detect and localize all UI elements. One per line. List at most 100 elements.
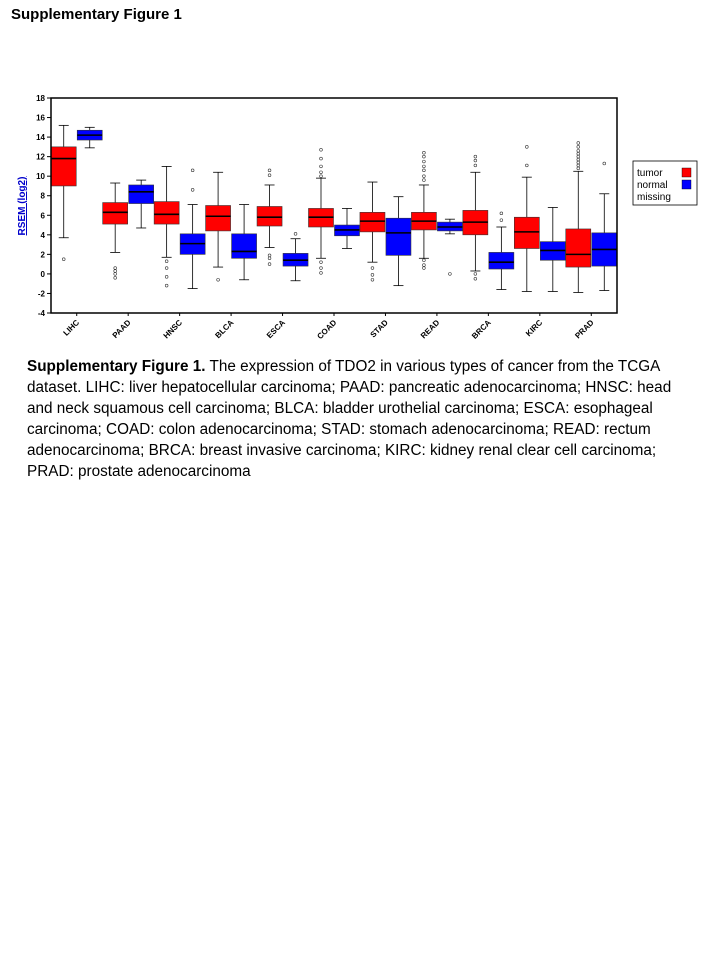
legend-swatch (681, 179, 692, 190)
y-tick-label: -4 (38, 309, 46, 318)
outlier-point (473, 277, 478, 281)
normal-box-blca (231, 204, 257, 281)
outlier-point (473, 163, 478, 168)
y-axis-label: RSEM (log2) (17, 177, 28, 236)
tumor-box-esca (256, 168, 283, 266)
outlier-point (576, 157, 580, 162)
x-tick-label: STAD (369, 318, 391, 340)
iqr-box (102, 202, 128, 225)
outlier-point (113, 266, 117, 270)
plot-boxes (50, 124, 618, 293)
x-tick-label: COAD (315, 318, 338, 341)
iqr-box (153, 201, 180, 225)
legend-label: tumor (637, 168, 663, 179)
y-tick-label: 14 (36, 133, 45, 142)
boxplot-chart: -4 -2 0 2 4 6 8 10 12 14 16 18 LIHC PAAD HNSC BLCA ESCA… (17, 94, 698, 341)
outlier-point (473, 272, 478, 276)
outlier-point (164, 259, 169, 263)
normal-box-hnsc (179, 168, 206, 289)
y-tick-label: -2 (38, 289, 46, 298)
outlier-point (164, 283, 169, 288)
outlier-point (164, 275, 169, 279)
outlier-point (576, 160, 580, 165)
outlier-point (499, 218, 504, 222)
y-tick-label: 12 (36, 153, 45, 162)
tumor-box-stad (359, 181, 386, 282)
tumor-box-hnsc (153, 166, 180, 288)
outlier-point (113, 276, 117, 280)
outlier-point (602, 161, 606, 166)
y-tick-label: 8 (41, 192, 46, 201)
outlier-point (422, 178, 426, 182)
outlier-point (319, 174, 323, 178)
iqr-box (385, 217, 412, 256)
y-tick-label: 4 (41, 231, 46, 240)
iqr-box (128, 184, 154, 204)
outlier-point (422, 258, 426, 262)
outlier-point (267, 168, 272, 173)
x-tick-label: KIRC (524, 318, 544, 338)
outlier-point (62, 257, 66, 261)
x-tick-label: READ (419, 318, 442, 341)
tumor-box-lihc (50, 124, 77, 261)
outlier-point (370, 266, 375, 270)
outlier-point (576, 163, 580, 168)
outlier-point (576, 141, 580, 145)
tumor-box-prad (565, 141, 592, 293)
outlier-point (370, 273, 375, 277)
outlier-point (267, 253, 272, 258)
normal-box-lihc (76, 126, 103, 149)
normal-box-prad (591, 161, 618, 291)
x-axis: LIHC PAAD HNSC BLCA ESCA COAD STAD READ BRCA KIRC… (62, 313, 596, 341)
y-tick-label: 16 (36, 114, 45, 123)
x-tick-label: PAAD (111, 318, 133, 340)
outlier-point (190, 188, 195, 192)
outlier-point (499, 211, 504, 216)
normal-box-read (437, 218, 463, 276)
y-tick-label: 18 (36, 94, 45, 103)
x-tick-label: ESCA (265, 318, 287, 340)
outlier-point (422, 174, 426, 178)
outlier-point (422, 159, 426, 164)
tumor-box-paad (102, 182, 128, 280)
page-heading: Supplementary Figure 1 (11, 6, 182, 23)
outlier-point (525, 145, 529, 149)
outlier-point (319, 164, 323, 169)
normal-box-esca (282, 232, 309, 282)
y-tick-label: 10 (36, 172, 45, 181)
normal-box-brca (488, 211, 515, 290)
outlier-point (422, 151, 426, 155)
outlier-point (267, 262, 272, 266)
x-tick-label: LIHC (62, 318, 82, 338)
outlier-point (576, 145, 580, 149)
outlier-point (319, 148, 323, 152)
legend-label: normal (637, 180, 668, 191)
outlier-point (422, 263, 426, 267)
outlier-point (576, 149, 580, 153)
outlier-point (422, 154, 426, 159)
iqr-box (256, 206, 283, 227)
outlier-point (473, 158, 478, 163)
outlier-point (319, 260, 323, 264)
caption-text: The expression of TDO2 in various types … (27, 358, 672, 480)
tumor-box-brca (462, 154, 489, 281)
outlier-point (293, 232, 298, 236)
outlier-point (473, 154, 478, 159)
normal-box-stad (385, 196, 412, 287)
outlier-point (576, 152, 580, 156)
y-tick-label: 0 (41, 270, 46, 279)
outlier-point (448, 272, 452, 276)
outlier-point (164, 266, 169, 270)
outlier-point (422, 266, 426, 270)
outlier-point (267, 173, 272, 177)
x-tick-label: HNSC (162, 318, 185, 341)
iqr-box (565, 228, 592, 268)
normal-box-paad (128, 179, 154, 229)
caption-label: Supplementary Figure 1. (27, 358, 206, 375)
normal-box-kirc (540, 207, 566, 292)
outlier-point (370, 278, 375, 282)
normal-box-coad (334, 208, 360, 249)
y-tick-label: 2 (41, 250, 46, 259)
y-axis: -4 -2 0 2 4 6 8 10 12 14 16 18 (36, 94, 51, 318)
legend-label: missing (637, 192, 671, 203)
